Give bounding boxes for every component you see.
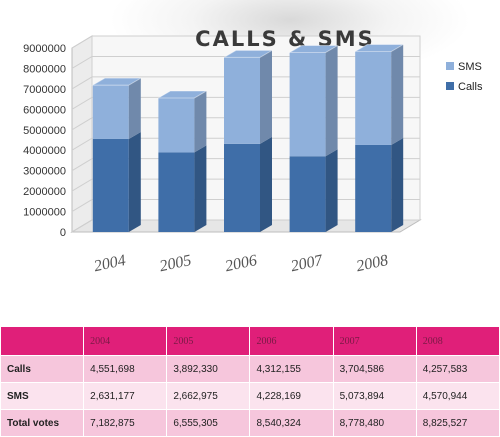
side-wall — [71, 35, 93, 233]
table-cell: 8,778,480 — [332, 409, 417, 437]
bar-segment-calls — [92, 138, 129, 232]
table-header-row: 2004 2005 2006 2007 2008 — [0, 326, 500, 356]
table-row-sms: SMS 2,631,177 2,662,975 4,228,169 5,073,… — [0, 382, 500, 410]
data-table: 2004 2005 2006 2007 2008 Calls 4,551,698… — [0, 326, 500, 437]
stacked-bar-chart: 0 1000000 2000000 3000000 4000000 5000000 6000… — [23, 27, 483, 275]
table-cell: 2,662,975 — [166, 382, 251, 410]
table-cell: 3,892,330 — [166, 355, 251, 383]
bar-segment-calls — [289, 156, 326, 232]
y-tick-label: 7000000 — [23, 84, 66, 96]
bar-side-sms — [391, 44, 404, 145]
bar-side-calls — [325, 149, 338, 232]
bar-side-sms — [194, 90, 207, 153]
y-tick-label: 5000000 — [23, 125, 66, 137]
x-category-label: 2004 — [92, 252, 127, 275]
y-tick-label: 6000000 — [23, 104, 66, 116]
bar-segment-sms — [158, 97, 195, 153]
bar-side-calls — [194, 145, 207, 232]
bar-side-sms — [325, 45, 338, 157]
table-cell: 4,570,944 — [415, 382, 500, 410]
bar-side-sms — [260, 50, 272, 144]
bar-side-calls — [260, 136, 272, 232]
header-cell-empty — [0, 326, 85, 356]
x-category-label: 2008 — [355, 252, 390, 275]
bar-segment-calls — [355, 144, 392, 232]
table-cell: 4,551,698 — [83, 355, 168, 383]
legend-label-calls: Calls — [458, 81, 483, 93]
table-cell: 7,182,875 — [83, 409, 168, 437]
table-cell: 3,704,586 — [332, 355, 417, 383]
y-tick-label: 0 — [60, 227, 66, 239]
bar-segment-sms — [355, 51, 392, 145]
bar-top — [222, 49, 274, 58]
bar-side-calls — [128, 131, 141, 232]
votes-table: 2004 2005 2006 2007 2008 Calls 4,551,698… — [0, 326, 500, 437]
header-cell-2006: 2006 — [249, 326, 334, 356]
bar-segment-sms — [224, 57, 260, 144]
chart-title: CALLS & SMS — [195, 27, 375, 51]
bar-segment-calls — [158, 152, 195, 232]
bar-top — [156, 90, 209, 99]
y-tick-label: 9000000 — [23, 43, 66, 55]
table-cell: 2,631,177 — [83, 382, 168, 410]
row-label-sms: SMS — [0, 382, 85, 410]
y-tick-label: 1000000 — [23, 207, 66, 219]
header-cell-2005: 2005 — [166, 326, 251, 356]
table-cell: 4,312,155 — [249, 355, 334, 383]
chart-area: 0 1000000 2000000 3000000 4000000 5000000 6000… — [0, 0, 500, 318]
table-cell: 6,555,305 — [166, 409, 251, 437]
y-tick-label: 2000000 — [23, 186, 66, 198]
header-cell-2004: 2004 — [83, 326, 168, 356]
table-row-total-votes: Total votes 7,182,875 6,555,305 8,540,32… — [0, 409, 500, 437]
bar-top — [353, 44, 406, 53]
table-cell: 5,073,894 — [332, 382, 417, 410]
bar-top — [287, 45, 340, 54]
row-label-total-votes: Total votes — [0, 409, 85, 437]
bar-segment-calls — [224, 143, 260, 232]
bar-segment-sms — [92, 85, 129, 139]
x-category-label: 2007 — [289, 252, 325, 275]
bar-side-calls — [391, 137, 404, 232]
table-cell: 8,825,527 — [415, 409, 500, 437]
header-cell-2007: 2007 — [332, 326, 417, 356]
header-cell-2008: 2008 — [415, 326, 500, 356]
row-label-calls: Calls — [0, 355, 85, 383]
table-cell: 4,257,583 — [415, 355, 500, 383]
table-cell: 4,228,169 — [249, 382, 334, 410]
y-tick-label: 4000000 — [23, 145, 66, 157]
x-category-label: 2006 — [224, 252, 259, 275]
legend-swatch-calls — [446, 82, 454, 90]
y-tick-label: 8000000 — [23, 63, 66, 75]
table-row-calls: Calls 4,551,698 3,892,330 4,312,155 3,70… — [0, 355, 500, 383]
legend-label-sms: SMS — [458, 61, 482, 73]
gridline — [71, 35, 420, 49]
x-category-label: 2005 — [158, 252, 193, 275]
bar-side-sms — [128, 78, 141, 139]
legend-swatch-sms — [446, 62, 454, 70]
y-tick-label: 3000000 — [23, 166, 66, 178]
bar-top — [90, 77, 143, 86]
table-cell: 8,540,324 — [249, 409, 334, 437]
bar-segment-sms — [289, 52, 326, 157]
